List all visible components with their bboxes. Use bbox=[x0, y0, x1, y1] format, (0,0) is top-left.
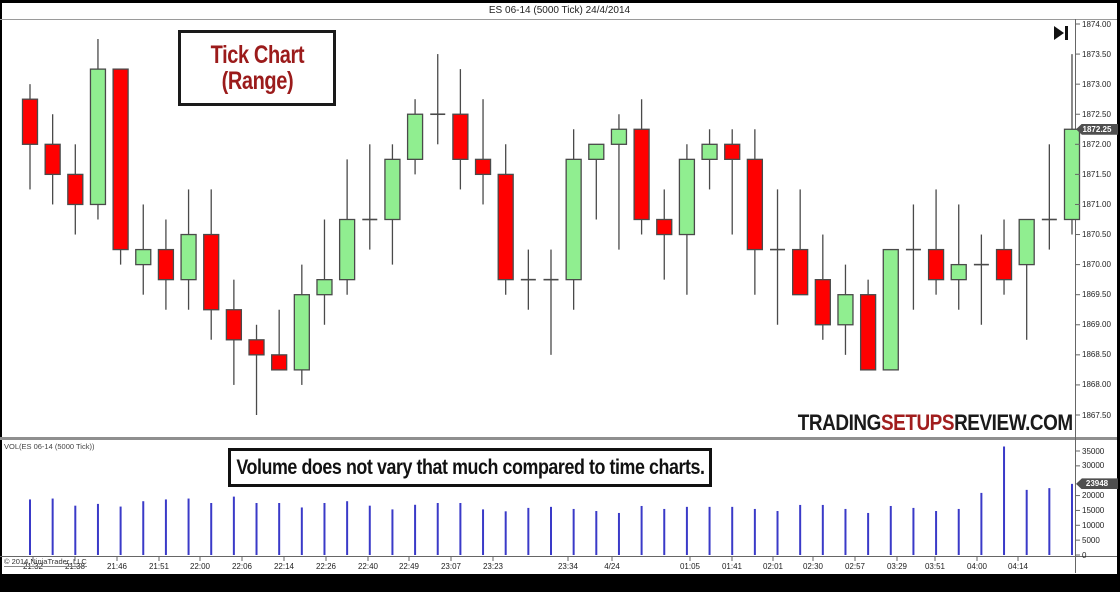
candle-body bbox=[452, 113, 469, 160]
time-axis-label: 22:00 bbox=[189, 562, 211, 571]
price-axis-label: 1868.00 bbox=[1082, 380, 1111, 390]
last-volume-marker: 23948 bbox=[1076, 478, 1118, 490]
candle-body bbox=[89, 68, 107, 206]
volume-axis-label: 5000 bbox=[1082, 535, 1100, 545]
price-axis-label: 1869.00 bbox=[1082, 320, 1111, 330]
volume-indicator-label: VOL(ES 06-14 (5000 Tick)) bbox=[4, 442, 95, 451]
time-axis-label: 22:49 bbox=[398, 562, 420, 571]
last-price-marker: 1872.25 bbox=[1076, 123, 1118, 135]
time-axis-label: 04:14 bbox=[1007, 562, 1029, 571]
candle-body bbox=[135, 248, 152, 266]
candle-body bbox=[225, 309, 243, 341]
time-axis-label: 03:29 bbox=[886, 562, 908, 571]
frame-bottom bbox=[0, 574, 1120, 592]
panel-separator bbox=[0, 437, 1117, 440]
time-axis-label: 01:41 bbox=[721, 562, 743, 571]
candle-body bbox=[248, 339, 265, 356]
candle-body bbox=[588, 143, 605, 160]
candle-body bbox=[950, 263, 967, 281]
candle-body bbox=[157, 248, 175, 281]
candle-body bbox=[21, 98, 39, 145]
candle-body bbox=[384, 158, 401, 221]
frame-top bbox=[0, 0, 1120, 3]
time-axis-label: 23:07 bbox=[440, 562, 462, 571]
price-axis-label: 1871.00 bbox=[1082, 199, 1111, 209]
candle-body bbox=[792, 248, 809, 296]
price-axis-label: 1870.00 bbox=[1082, 260, 1111, 270]
candle-body bbox=[180, 233, 197, 281]
volume-annotation-box: Volume does not vary that much compared … bbox=[228, 448, 712, 487]
price-axis-label: 1867.50 bbox=[1082, 410, 1111, 420]
volume-axis-label: 20000 bbox=[1082, 491, 1105, 501]
frame-right bbox=[1117, 0, 1120, 592]
candle-body bbox=[474, 158, 492, 176]
chart-title: ES 06-14 (5000 Tick) 24/4/2014 bbox=[2, 3, 1117, 19]
candle-body bbox=[724, 143, 741, 160]
volume-axis-label: 10000 bbox=[1082, 520, 1105, 530]
candle-body bbox=[859, 294, 877, 371]
candle-body bbox=[610, 128, 628, 145]
candle-body bbox=[44, 143, 61, 176]
time-axis-label: 22:40 bbox=[357, 562, 379, 571]
candle-body bbox=[995, 248, 1013, 281]
volume-axis-label: 30000 bbox=[1082, 461, 1105, 471]
time-axis-label: 23:34 bbox=[557, 562, 579, 571]
candle-body bbox=[338, 218, 356, 281]
price-axis-label: 1868.50 bbox=[1082, 350, 1111, 360]
frame-left bbox=[0, 0, 2, 592]
skip-to-end-icon[interactable] bbox=[1052, 26, 1070, 40]
candle-body bbox=[678, 158, 696, 236]
candle-body bbox=[656, 218, 673, 236]
candle-body bbox=[814, 279, 831, 326]
volume-axis-label: 15000 bbox=[1082, 505, 1105, 515]
candle-body bbox=[1018, 218, 1035, 266]
price-axis-label: 1872.00 bbox=[1082, 139, 1111, 149]
candle-body bbox=[701, 143, 718, 160]
watermark: TRADINGSETUPSREVIEW.COM bbox=[798, 410, 1073, 435]
time-axis-label: 02:30 bbox=[802, 562, 824, 571]
candle-body bbox=[882, 248, 899, 371]
copyright-label: © 2014 NinjaTrader, LLC bbox=[4, 557, 87, 567]
time-axis-label: 4/24 bbox=[604, 562, 620, 571]
time-axis-label: 21:46 bbox=[106, 562, 128, 571]
tick-chart-annotation-box: Tick Chart (Range) bbox=[178, 30, 336, 106]
candle-body bbox=[203, 233, 220, 311]
price-axis-label: 1874.00 bbox=[1082, 19, 1111, 29]
candle-body bbox=[271, 354, 288, 371]
price-axis-label: 1873.50 bbox=[1082, 49, 1111, 59]
candle-body bbox=[746, 158, 764, 251]
candle-body bbox=[112, 68, 129, 251]
volume-annotation-text: Volume does not vary that much compared … bbox=[235, 455, 705, 479]
time-axis-label: 22:06 bbox=[231, 562, 253, 571]
time-axis-label: 23:23 bbox=[482, 562, 504, 571]
volume-axis-label: 35000 bbox=[1082, 446, 1105, 456]
price-axis-label: 1871.50 bbox=[1082, 169, 1111, 179]
time-axis-label: 03:51 bbox=[924, 562, 946, 571]
price-axis-label: 1873.00 bbox=[1082, 79, 1111, 89]
candle-body bbox=[565, 158, 582, 281]
time-axis-label: 02:57 bbox=[844, 562, 866, 571]
tick-chart-annotation-text: Tick Chart (Range) bbox=[210, 41, 304, 95]
candle-body bbox=[497, 173, 514, 281]
candle-body bbox=[406, 113, 424, 160]
candle-body bbox=[837, 294, 854, 326]
time-axis-label: 02:01 bbox=[762, 562, 784, 571]
price-axis-label: 1870.50 bbox=[1082, 230, 1111, 240]
chart-title-text: ES 06-14 (5000 Tick) 24/4/2014 bbox=[488, 5, 631, 16]
time-axis-label: 04:00 bbox=[966, 562, 988, 571]
price-axis-label: 1869.50 bbox=[1082, 290, 1111, 300]
time-axis-label: 01:05 bbox=[679, 562, 701, 571]
candle-body bbox=[633, 128, 650, 221]
time-axis-label: 21:51 bbox=[148, 562, 170, 571]
candle-body bbox=[316, 279, 333, 296]
candle-body bbox=[67, 173, 84, 206]
volume-axis-label: 0 bbox=[1082, 550, 1087, 560]
time-axis-label: 22:14 bbox=[273, 562, 295, 571]
price-axis-label: 1872.50 bbox=[1082, 109, 1111, 119]
candle-body bbox=[927, 248, 945, 281]
time-axis-label: 22:26 bbox=[315, 562, 337, 571]
candle-body bbox=[293, 294, 310, 371]
